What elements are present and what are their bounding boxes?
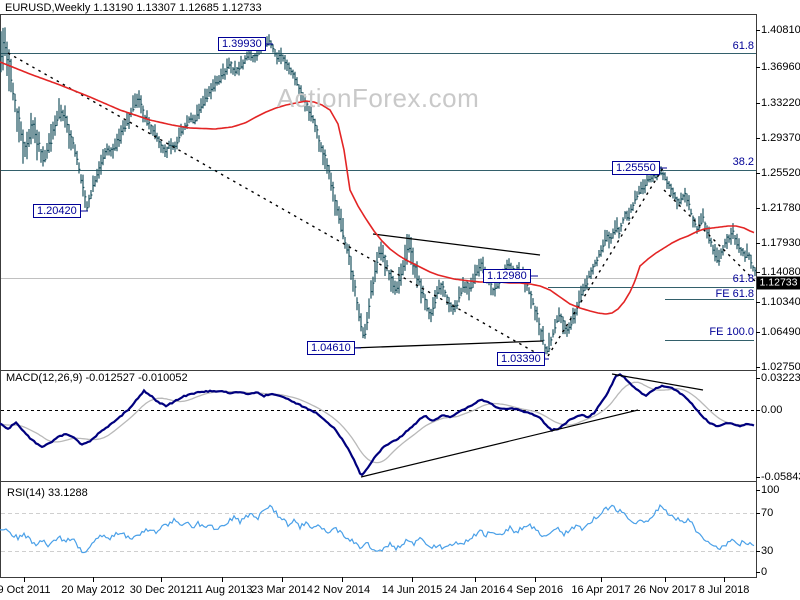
macd-indicator-label: MACD(12,26,9) -0.012527 -0.010052 [6, 372, 188, 384]
date-axis-label: 2 Nov 2014 [313, 584, 371, 596]
price-callout[interactable]: 1.20420 [33, 204, 81, 218]
price-callout[interactable]: 1.04610 [307, 341, 355, 355]
fib-level-label: 61.8 [732, 273, 754, 285]
date-axis-label: 30 Dec 2012 [129, 584, 193, 596]
macd-main-line [0, 373, 755, 477]
macd-trendline [611, 373, 704, 391]
main-panel [0, 14, 757, 371]
solid-trendline [372, 233, 541, 256]
price-axis-label: 1.40810 [761, 24, 800, 36]
price-callout[interactable]: 1.12980 [483, 269, 531, 283]
price-axis-label: 1.06490 [761, 326, 800, 338]
macd-axis-label: 0.00 [761, 404, 783, 416]
macd-axis-label: -0.058434 [761, 471, 800, 483]
dashed-trendline [7, 52, 546, 359]
macd-panel [0, 370, 757, 482]
rsi-axis-label: 70 [761, 507, 774, 519]
price-axis-label: 1.33220 [761, 97, 800, 109]
solid-trendline [351, 340, 544, 349]
date-axis-label: 20 May 2012 [61, 584, 125, 596]
date-axis-label: 4 Sep 2016 [506, 584, 564, 596]
date-axis-label: 8 Jul 2018 [698, 584, 750, 596]
price-callout[interactable]: 1.39930 [218, 37, 266, 51]
rsi-axis-label: 0 [761, 566, 768, 578]
price-axis-label: 1.10340 [761, 296, 800, 308]
price-axis-label: 1.29370 [761, 132, 800, 144]
moving-average-line [0, 61, 755, 315]
date-axis-label: 14 Jun 2015 [381, 584, 443, 596]
date-axis-label: 16 Apr 2017 [571, 584, 631, 596]
rsi-panel [0, 481, 757, 578]
rsi-axis-label: 100 [761, 484, 780, 496]
date-axis-label: 9 Oct 2011 [0, 584, 51, 596]
price-axis-label: 1.25520 [761, 167, 800, 179]
rsi-axis-label: 30 [761, 545, 774, 557]
rsi-indicator-label: RSI(14) 33.1288 [7, 487, 88, 499]
ohlc-bars [0, 27, 757, 355]
macd-signal-line [0, 381, 755, 464]
price-axis-label: 1.02750 [761, 361, 800, 373]
price-callout[interactable]: 1.03390 [497, 352, 545, 366]
fib-level-label: FE 100.0 [709, 326, 754, 338]
price-axis-label: 1.17930 [761, 237, 800, 249]
fib-level-label: FE 61.8 [715, 288, 754, 300]
watermark: ActionForex.com [276, 83, 480, 113]
date-axis-label: 23 Mar 2014 [251, 584, 313, 596]
dashed-trendline [663, 189, 756, 282]
macd-axis-label: 0.032235 [761, 372, 800, 384]
date-axis-label: 24 Jan 2016 [444, 584, 506, 596]
current-price-tag: 1.12733 [757, 276, 800, 290]
fib-level-label: 38.2 [732, 156, 754, 168]
dashed-trendline [547, 167, 664, 357]
macd-trendline [360, 409, 639, 478]
price-axis-label: 1.36960 [761, 61, 800, 73]
symbol-title: EURUSD,Weekly 1.13190 1.13307 1.12685 1.… [5, 2, 262, 14]
price-axis-label: 1.14080 [761, 266, 800, 278]
date-axis-label: 11 Aug 2013 [191, 584, 253, 596]
date-axis-label: 26 Nov 2017 [633, 584, 697, 596]
price-axis-label: 1.21780 [761, 202, 800, 214]
price-callout[interactable]: 1.25550 [612, 161, 660, 175]
rsi-line [0, 504, 755, 554]
fib-level-label: 61.8 [732, 40, 754, 52]
